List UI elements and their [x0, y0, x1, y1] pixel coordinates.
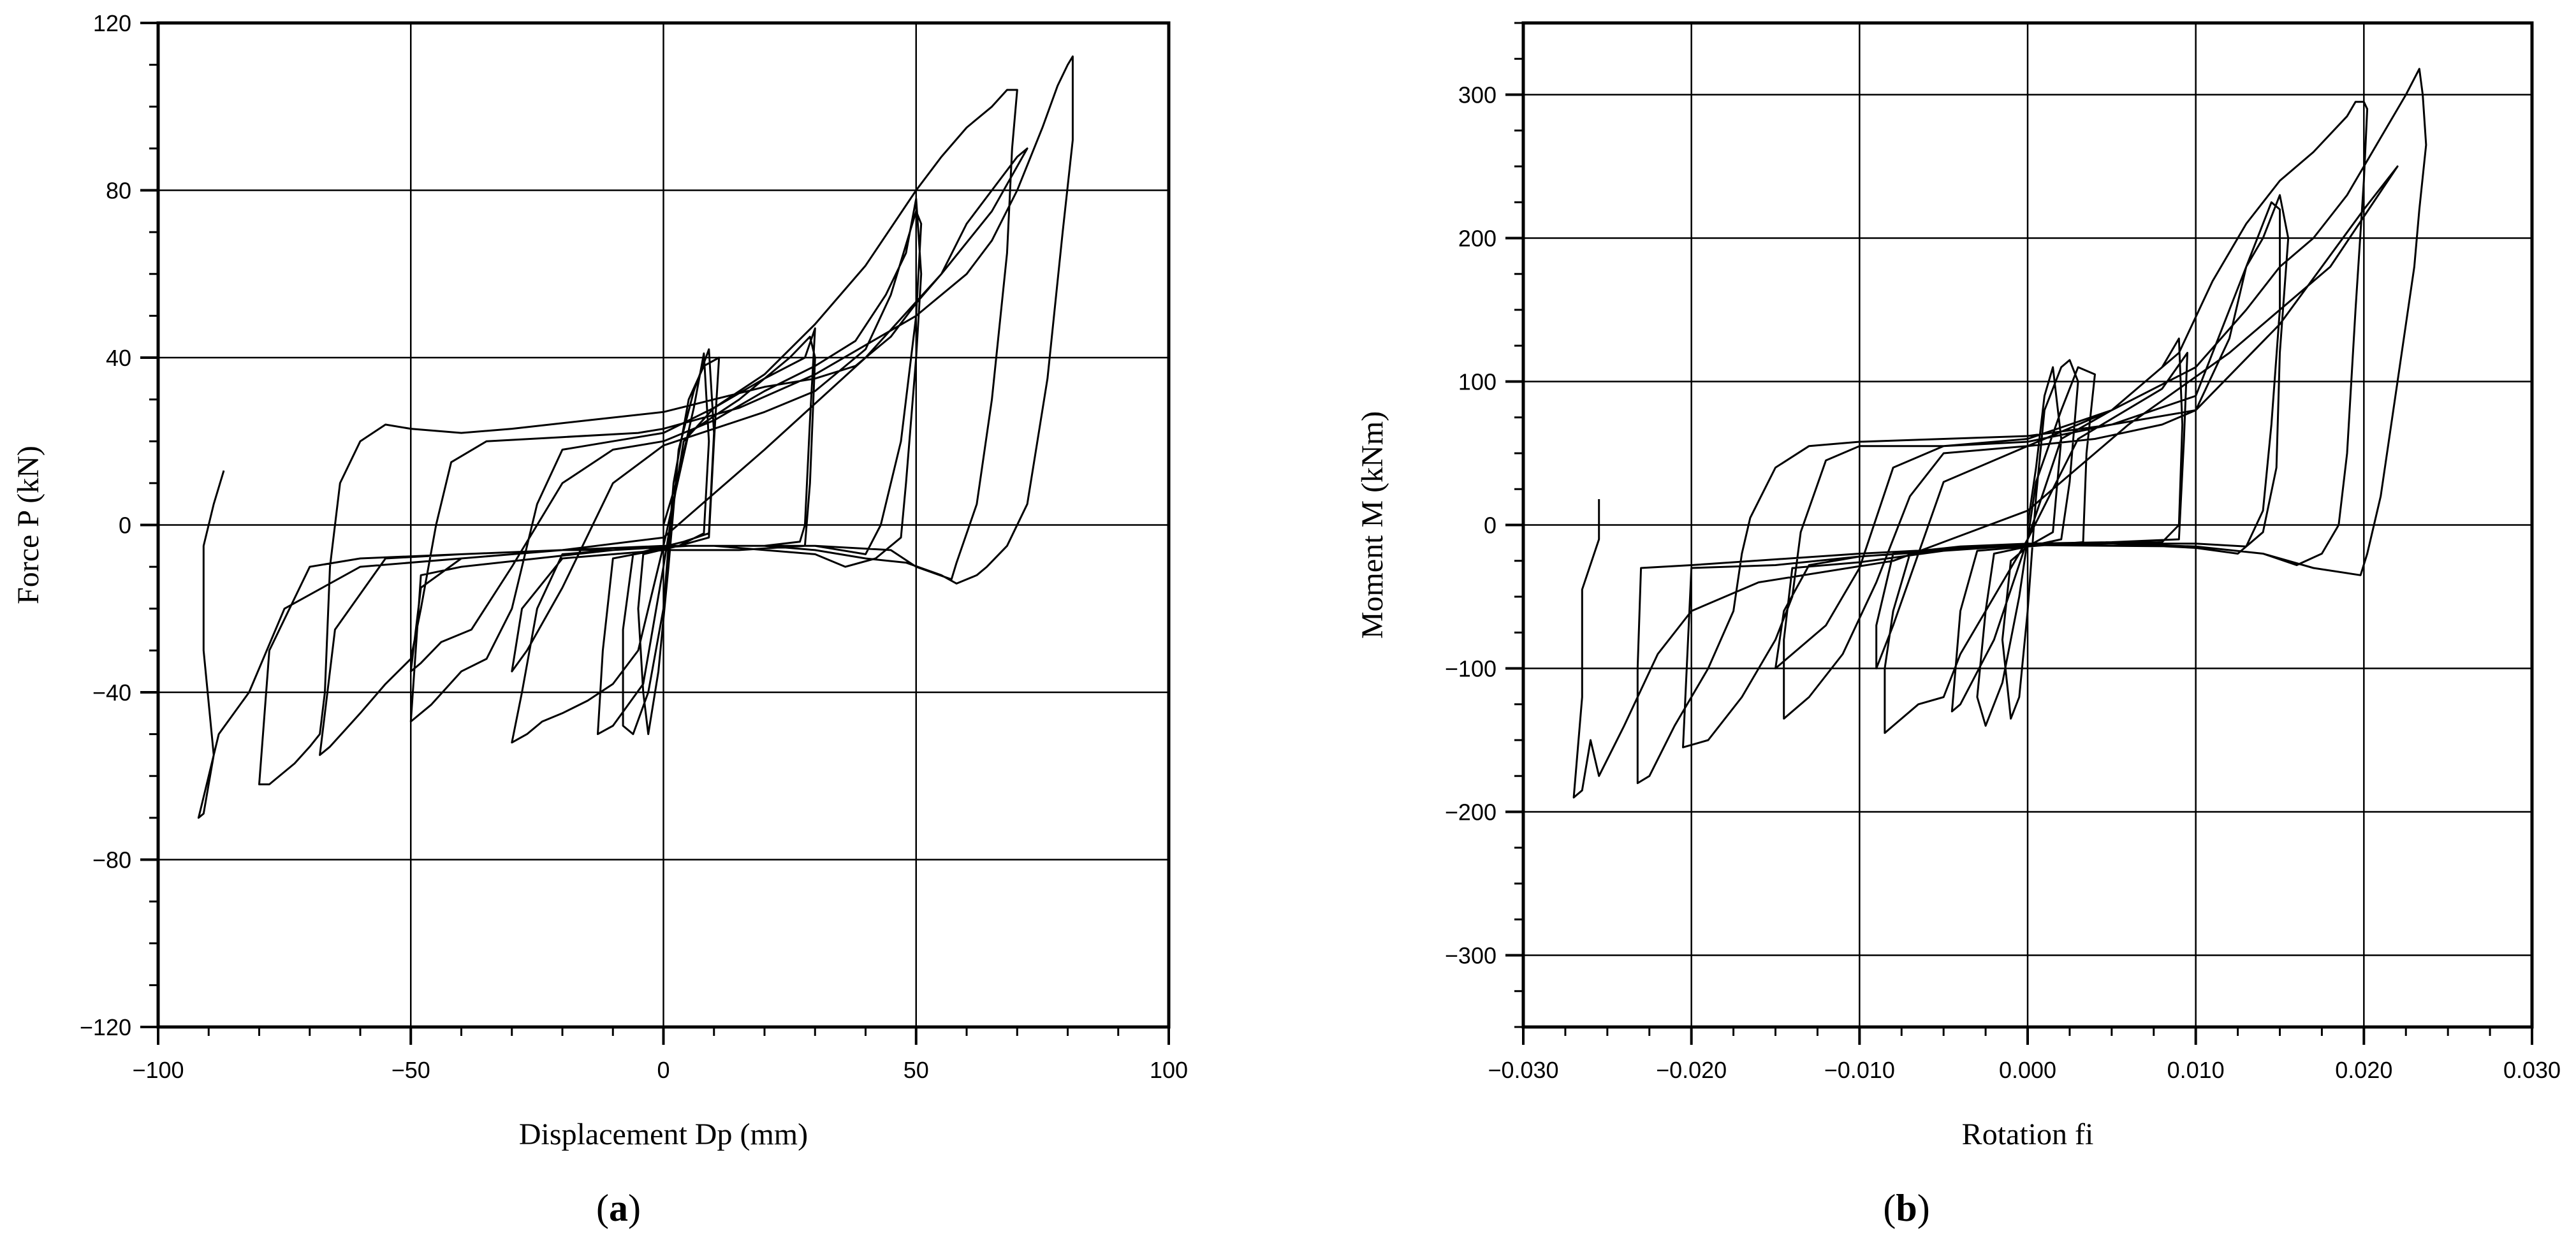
panel-a-caption-open: ( — [596, 1187, 609, 1229]
panel-a-y-tick-label: 80 — [106, 178, 131, 204]
panel-b-x-tick-label: −0.010 — [1824, 1057, 1895, 1083]
panel-a-y-tick-label: 40 — [106, 345, 131, 371]
panel-b-caption-open: ( — [1883, 1187, 1896, 1229]
panel-a-plot-frame — [156, 21, 1171, 1029]
panel-a-caption-close: ) — [628, 1187, 641, 1229]
panel-b-hysteresis-line — [1572, 68, 2427, 799]
panel-b-series-layer — [1572, 68, 2427, 799]
panel-a-y-axis-title: Force P (kN) — [11, 446, 45, 604]
panel-a-x-tick-label: −100 — [132, 1057, 184, 1083]
panel-b-x-tick-label: 0.010 — [2167, 1057, 2225, 1083]
panel-b-x-tick-label: −0.020 — [1656, 1057, 1727, 1083]
panel-b-x-tick-label: −0.030 — [1488, 1057, 1558, 1083]
panel-b-y-tick-label: −200 — [1445, 799, 1497, 826]
panel-b-x-tick-label: 0.030 — [2503, 1057, 2561, 1083]
panel-b-y-tick-label: −100 — [1445, 656, 1497, 682]
panel-a-x-tick-label: 0 — [657, 1057, 670, 1083]
panel-a-x-tick-label: −50 — [392, 1057, 430, 1083]
panel-b-caption-letter: b — [1896, 1187, 1917, 1229]
panel-b-caption-close: ) — [1917, 1187, 1930, 1229]
panel-a-y-tick-label: 0 — [119, 513, 131, 539]
panel-a: −100 −50 0 50 100 −120 −80 −40 0 40 80 120 Displace… — [11, 10, 1188, 1229]
panel-a-x-tick-label: 100 — [1150, 1057, 1188, 1083]
panel-b-y-tick-label: 0 — [1484, 513, 1497, 539]
panel-b-y-tick-label: 100 — [1458, 369, 1497, 395]
panel-a-tick-labels: −100 −50 0 50 100 −120 −80 −40 0 40 80 120 — [80, 10, 1188, 1083]
panel-a-caption-letter: a — [609, 1187, 628, 1229]
panel-b-tick-labels: −0.030 −0.020 −0.010 0.000 0.010 0.020 0.030 −3… — [1445, 82, 2561, 1084]
panel-a-x-axis-title: Displacement Dp (mm) — [519, 1118, 808, 1151]
panel-b-y-tick-label: 200 — [1458, 226, 1497, 252]
panel-b-caption: (b) — [1883, 1187, 1929, 1229]
panel-a-y-tick-label: 120 — [93, 10, 131, 36]
panel-a-y-tick-label: −80 — [92, 847, 131, 873]
panel-a-y-tick-label: −120 — [80, 1014, 131, 1040]
panel-a-series-layer — [197, 55, 1074, 819]
panel-b-y-axis-title: Moment M (kNm) — [1356, 411, 1389, 639]
panel-a-caption: (a) — [596, 1187, 641, 1229]
panel-a-x-tick-label: 50 — [904, 1057, 929, 1083]
panel-a-hysteresis-line — [197, 55, 1074, 819]
panel-b-x-axis-title: Rotation fi — [1962, 1118, 2094, 1151]
panel-b-major-ticks — [1505, 93, 2533, 1045]
panel-a-major-ticks — [140, 22, 1170, 1045]
panel-b-plot-frame — [1521, 21, 2534, 1029]
panel-b-y-tick-label: 300 — [1458, 82, 1497, 108]
panel-b: −0.030 −0.020 −0.010 0.000 0.010 0.020 0.030 −3… — [1356, 21, 2561, 1229]
panel-b-x-tick-label: 0.000 — [1999, 1057, 2056, 1083]
panel-a-y-tick-label: −40 — [92, 680, 131, 706]
panel-b-x-tick-label: 0.020 — [2335, 1057, 2392, 1083]
panel-b-y-tick-label: −300 — [1445, 943, 1497, 969]
